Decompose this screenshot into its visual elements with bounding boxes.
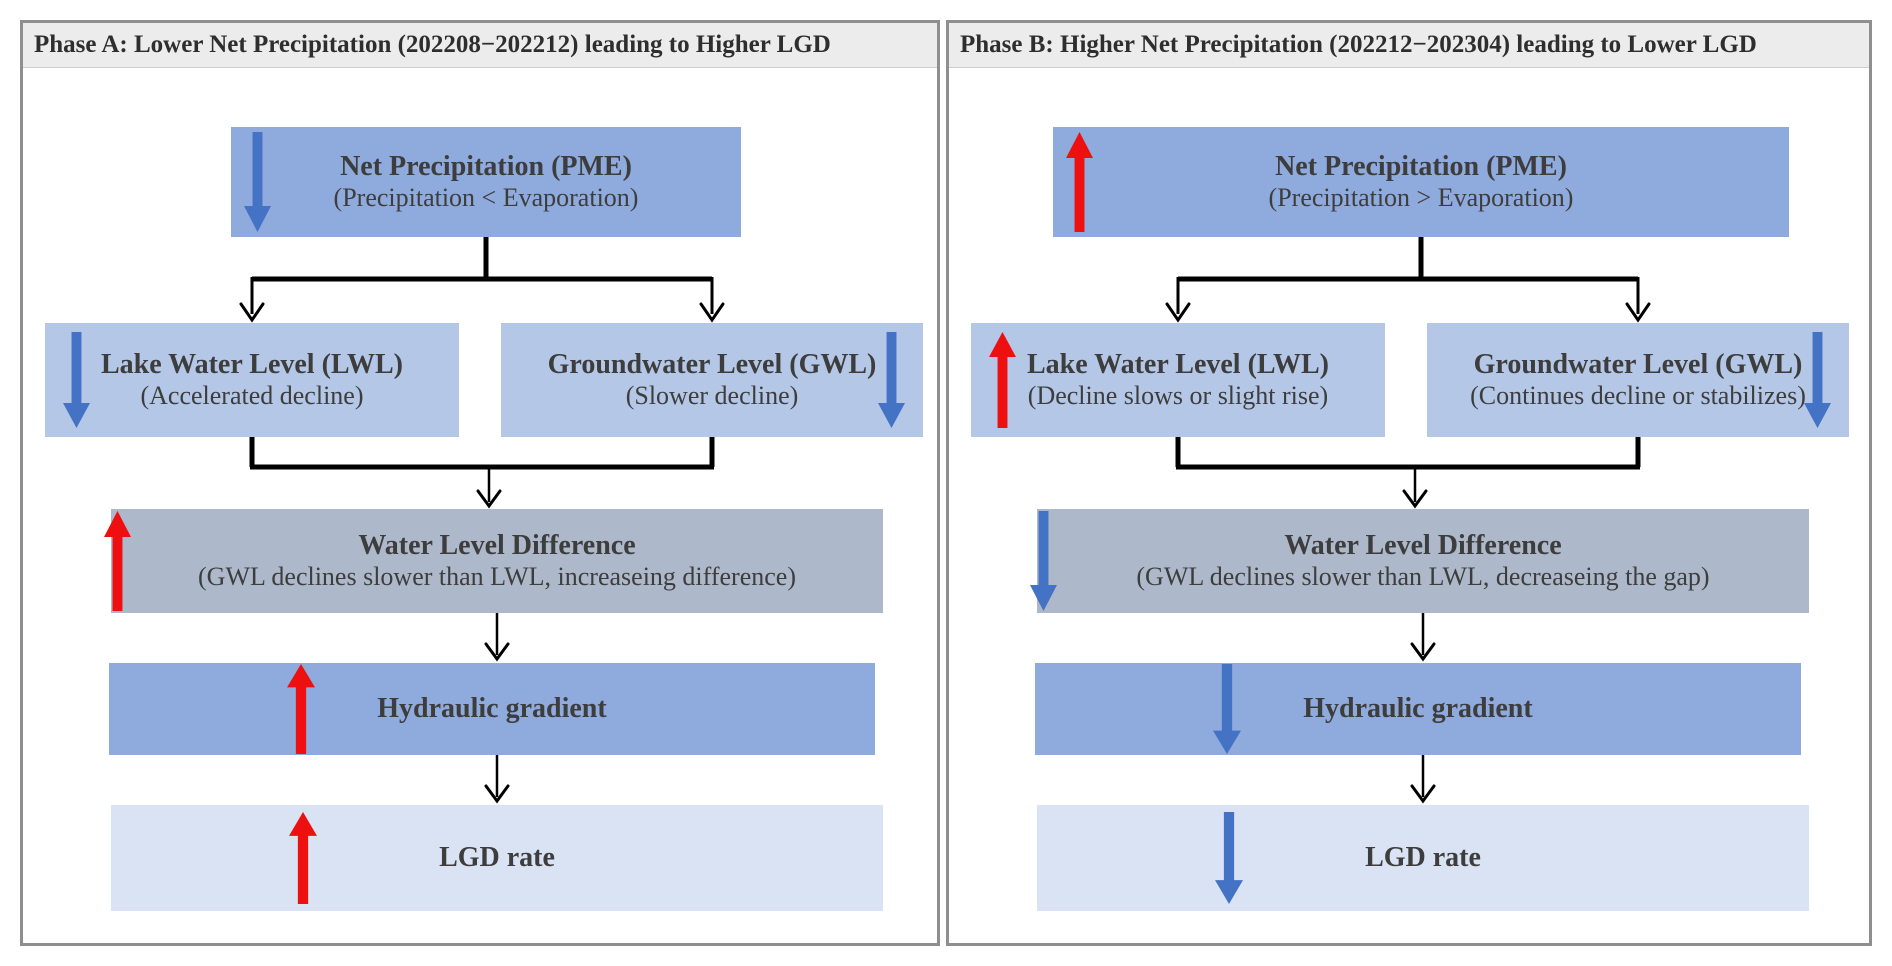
node-title: Groundwater Level (GWL) <box>547 349 877 381</box>
trend-down-icon <box>1804 332 1831 428</box>
node-title: Water Level Difference <box>1284 530 1562 562</box>
panel-a-title: Phase A: Lower Net Precipitation (202208… <box>23 23 937 68</box>
node-title: Net Precipitation (PME) <box>340 151 632 183</box>
node-hydraulic-gradient: Hydraulic gradient <box>1035 663 1801 755</box>
node-lgd-rate: LGD rate <box>111 805 883 911</box>
node-water-level-difference: Water Level Difference (GWL declines slo… <box>1037 509 1809 613</box>
node-title: Net Precipitation (PME) <box>1275 151 1567 183</box>
node-subtitle: (Accelerated decline) <box>140 381 364 411</box>
node-hydraulic-gradient: Hydraulic gradient <box>109 663 875 755</box>
node-subtitle: (Precipitation > Evaporation) <box>1268 183 1574 213</box>
panel-phase-a: Phase A: Lower Net Precipitation (202208… <box>20 20 940 946</box>
node-title: Groundwater Level (GWL) <box>1473 349 1803 381</box>
trend-down-icon <box>878 332 905 428</box>
connector-lines-a <box>239 237 725 804</box>
trend-down-icon <box>1030 511 1057 611</box>
node-groundwater-level: Groundwater Level (GWL) (Slower decline) <box>501 323 923 437</box>
node-title: Water Level Difference <box>358 530 636 562</box>
node-title: Lake Water Level (LWL) <box>1026 349 1330 381</box>
trend-down-icon <box>244 132 271 232</box>
panel-b-title: Phase B: Higher Net Precipitation (20221… <box>949 23 1869 68</box>
node-subtitle: (Precipitation < Evaporation) <box>333 183 639 213</box>
connector-lines-b <box>1165 237 1651 804</box>
trend-down-icon <box>1213 664 1241 754</box>
node-subtitle: (GWL declines slower than LWL, increasei… <box>198 562 796 592</box>
node-title: Hydraulic gradient <box>1303 693 1533 725</box>
trend-up-icon <box>989 332 1016 428</box>
trend-up-icon <box>287 664 315 754</box>
trend-up-icon <box>289 812 317 904</box>
node-water-level-difference: Water Level Difference (GWL declines slo… <box>111 509 883 613</box>
node-title: Hydraulic gradient <box>377 693 607 725</box>
node-lake-water-level: Lake Water Level (LWL) (Decline slows or… <box>971 323 1385 437</box>
node-net-precipitation: Net Precipitation (PME) (Precipitation >… <box>1053 127 1789 237</box>
node-lgd-rate: LGD rate <box>1037 805 1809 911</box>
trend-down-icon <box>63 332 90 428</box>
node-title: LGD rate <box>439 842 555 874</box>
node-title: LGD rate <box>1365 842 1481 874</box>
node-subtitle: (Continues decline or stabilizes) <box>1470 381 1806 411</box>
trend-up-icon <box>1066 132 1093 232</box>
node-net-precipitation: Net Precipitation (PME) (Precipitation <… <box>231 127 741 237</box>
node-groundwater-level: Groundwater Level (GWL) (Continues decli… <box>1427 323 1849 437</box>
panel-phase-b: Phase B: Higher Net Precipitation (20221… <box>946 20 1872 946</box>
trend-down-icon <box>1215 812 1243 904</box>
node-subtitle: (GWL declines slower than LWL, decreasei… <box>1136 562 1710 592</box>
trend-up-icon <box>104 511 131 611</box>
node-title: Lake Water Level (LWL) <box>100 349 404 381</box>
node-subtitle: (Decline slows or slight rise) <box>1027 381 1329 411</box>
node-subtitle: (Slower decline) <box>625 381 799 411</box>
node-lake-water-level: Lake Water Level (LWL) (Accelerated decl… <box>45 323 459 437</box>
